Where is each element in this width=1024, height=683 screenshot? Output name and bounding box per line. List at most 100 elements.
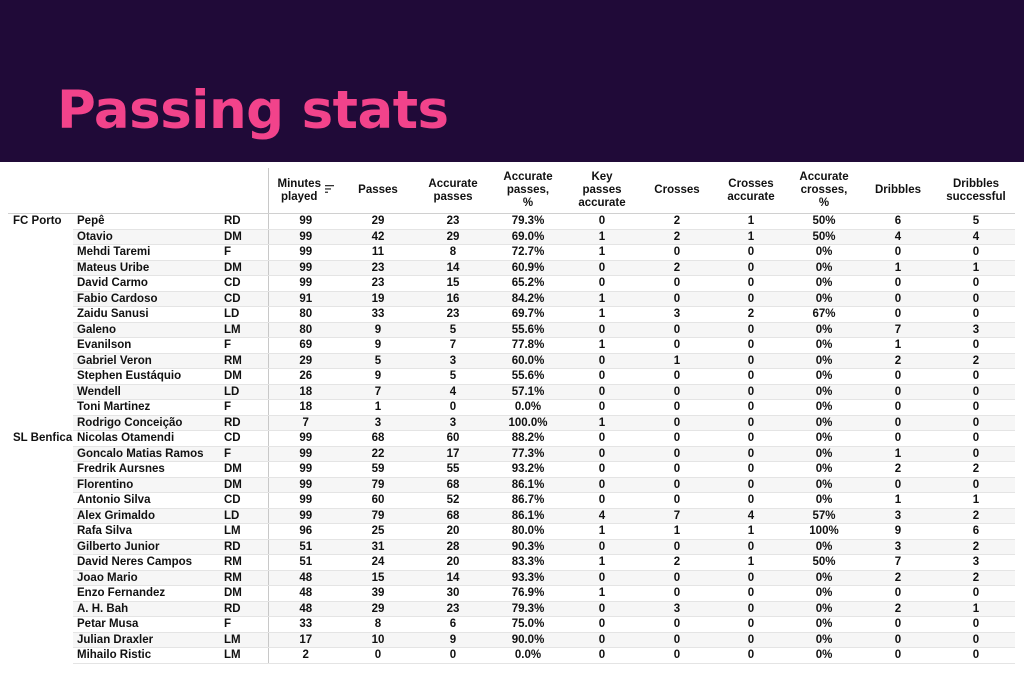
stat-cell: 0 (937, 477, 1015, 493)
stat-cell: 79 (343, 477, 413, 493)
stat-cell: 23 (413, 601, 493, 617)
stat-cell: 29 (413, 229, 493, 245)
table-row: Fredrik Aursnes DM 99 59 55 93.2% 0 0 0 0% 2 2 (8, 461, 1015, 478)
stat-cell: 26 (268, 368, 343, 385)
stat-cell: 55.6% (493, 368, 563, 385)
stat-cell: 0 (563, 616, 641, 633)
stat-cell: 0 (641, 539, 713, 555)
player-name: Antonio Silva (73, 492, 223, 509)
table-row: Florentino DM 99 79 68 86.1% 0 0 0 0% 0 0 (8, 477, 1015, 493)
stat-cell: 0 (641, 337, 713, 354)
column-header[interactable]: Minutes played (268, 168, 343, 214)
stat-cell: 0 (713, 337, 789, 354)
stat-cell: 3 (343, 415, 413, 431)
stat-cell: 0 (563, 353, 641, 369)
stat-cell: 8 (413, 244, 493, 261)
player-name: Mehdi Taremi (73, 244, 223, 261)
stat-cell: 0 (713, 322, 789, 338)
stat-cell: 5 (937, 213, 1015, 230)
column-header[interactable]: Accurate passes (413, 168, 493, 214)
column-header[interactable]: Crosses (641, 168, 713, 214)
player-name: Wendell (73, 384, 223, 400)
stat-cell: 86.1% (493, 508, 563, 524)
stat-cell: 0 (563, 322, 641, 338)
player-position: CD (223, 430, 269, 447)
player-position: DM (223, 368, 269, 385)
stat-cell: 77.3% (493, 446, 563, 462)
table-row: Rodrigo Conceição RD 7 3 3 100.0% 1 0 0 0% 0 0 (8, 415, 1015, 431)
stat-cell: 0 (937, 244, 1015, 261)
stat-cell: 50% (789, 213, 859, 230)
stat-cell: 18 (268, 384, 343, 400)
stat-cell: 0.0% (493, 647, 563, 664)
stat-cell: 1 (641, 353, 713, 369)
stat-cell: 0% (789, 322, 859, 338)
stat-cell: 3 (859, 508, 937, 524)
player-position: CD (223, 492, 269, 509)
player-position: LD (223, 508, 269, 524)
stat-cell: 0 (713, 260, 789, 276)
stat-cell: 0 (713, 275, 789, 292)
column-header[interactable]: Crosses accurate (713, 168, 789, 214)
stat-cell: 55.6% (493, 322, 563, 338)
player-position: LD (223, 306, 269, 323)
stat-cell: 72.7% (493, 244, 563, 261)
stat-cell: 0 (937, 616, 1015, 633)
stat-cell: 14 (413, 260, 493, 276)
player-position: DM (223, 260, 269, 276)
player-header (73, 168, 223, 214)
stat-cell: 68 (413, 477, 493, 493)
stat-cell: 0 (641, 399, 713, 416)
stat-cell: 0 (859, 368, 937, 385)
team-name: FC Porto (8, 213, 73, 431)
column-header[interactable]: Accurate crosses, % (789, 168, 859, 214)
column-header[interactable]: Dribbles (859, 168, 937, 214)
stat-cell: 0 (713, 430, 789, 447)
stat-cell: 76.9% (493, 585, 563, 602)
stat-cell: 1 (563, 337, 641, 354)
stat-cell: 0 (563, 399, 641, 416)
stat-cell: 68 (413, 508, 493, 524)
player-position: RM (223, 353, 269, 369)
stat-cell: 2 (268, 647, 343, 664)
stat-cell: 2 (859, 601, 937, 617)
player-name: Goncalo Matias Ramos (73, 446, 223, 462)
header-row: Minutes played Passes Accurate passes Accur… (8, 168, 1015, 214)
stat-cell: 0 (937, 415, 1015, 431)
stat-cell: 15 (413, 275, 493, 292)
column-header[interactable]: Dribbles successful (937, 168, 1015, 214)
header-banner: Passing stats (0, 0, 1024, 162)
stat-cell: 86.1% (493, 477, 563, 493)
stat-cell: 0 (713, 492, 789, 509)
stat-cell: 0% (789, 244, 859, 261)
stat-cell: 0 (563, 539, 641, 555)
stat-cell: 1 (859, 260, 937, 276)
stat-cell: 4 (413, 384, 493, 400)
column-header-label: Dribbles successful (946, 177, 1006, 203)
table-row: Goncalo Matias Ramos F 99 22 17 77.3% 0 0 0 0% 1 0 (8, 446, 1015, 462)
stat-cell: 51 (268, 539, 343, 555)
stat-cell: 99 (268, 213, 343, 230)
stat-cell: 0% (789, 570, 859, 586)
column-header-label: Minutes played (277, 177, 321, 203)
stat-cell: 1 (937, 492, 1015, 509)
stat-cell: 0 (641, 322, 713, 338)
player-position: LM (223, 322, 269, 338)
column-header[interactable]: Accurate passes, % (493, 168, 563, 214)
stat-cell: 3 (641, 306, 713, 323)
sort-icon[interactable] (324, 184, 334, 197)
column-header[interactable]: Passes (343, 168, 413, 214)
stat-cell: 20 (413, 523, 493, 540)
stat-cell: 7 (641, 508, 713, 524)
stat-cell: 18 (268, 399, 343, 416)
table-row: Enzo Fernandez DM 48 39 30 76.9% 1 0 0 0% 0 0 (8, 585, 1015, 602)
table-row: Gabriel Veron RM 29 5 3 60.0% 0 1 0 0% 2 2 (8, 353, 1015, 369)
stat-cell: 4 (937, 229, 1015, 245)
stat-cell: 9 (859, 523, 937, 540)
column-header[interactable]: Key passes accurate (563, 168, 641, 214)
player-name: Zaidu Sanusi (73, 306, 223, 323)
player-name: Mihailo Ristic (73, 647, 223, 664)
stat-cell: 29 (268, 353, 343, 369)
player-name: Otavio (73, 229, 223, 245)
stat-cell: 69.7% (493, 306, 563, 323)
